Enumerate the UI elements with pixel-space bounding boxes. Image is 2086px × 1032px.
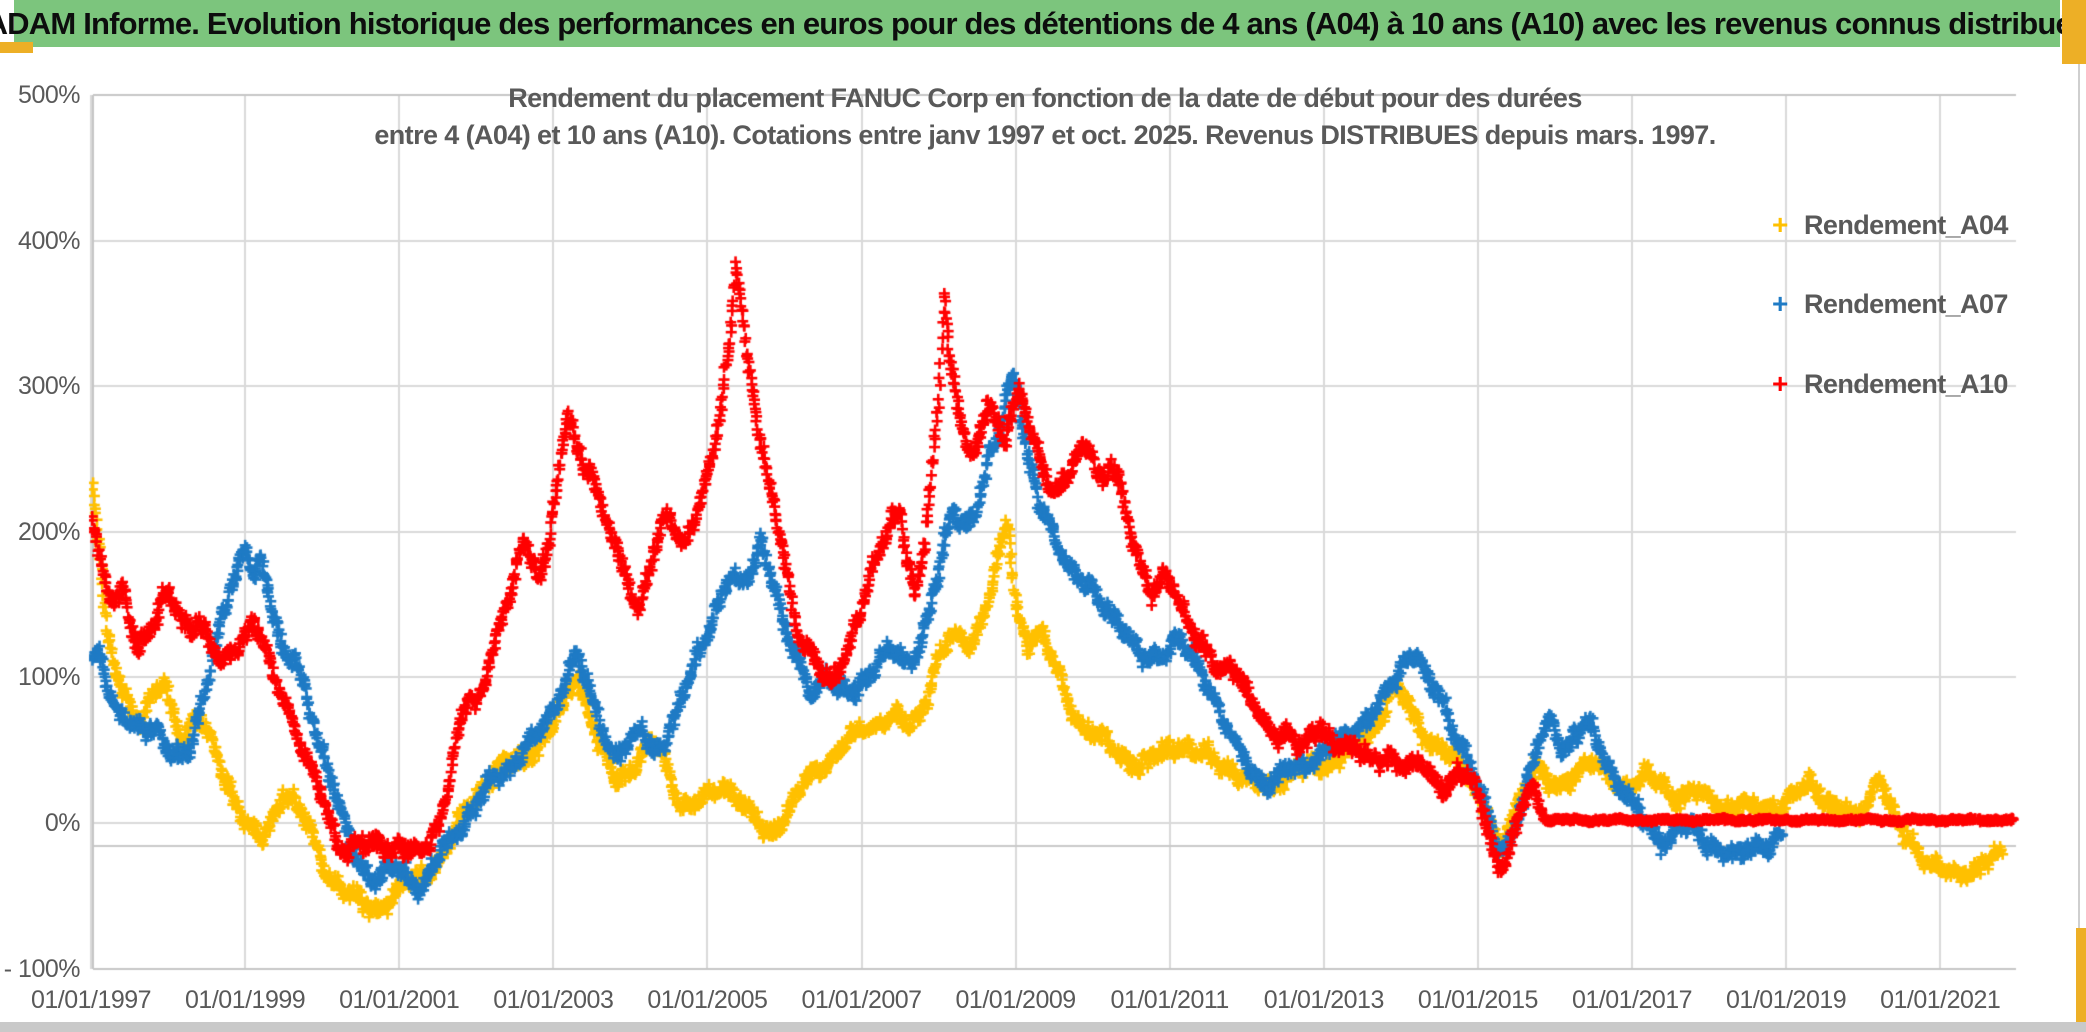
panel-bottom-edge bbox=[0, 1022, 2086, 1032]
x-axis-tick-label: 01/01/2007 bbox=[801, 986, 922, 1014]
gold-accent-bottom-right bbox=[2076, 928, 2086, 1022]
plus-marker-icon: + bbox=[1772, 209, 1789, 240]
window-title: ADAM Informe. Evolution historique des p… bbox=[0, 5, 2086, 41]
legend-label: Rendement_A07 bbox=[1804, 288, 2008, 319]
chart-title-line1: Rendement du placement FANUC Corp en fon… bbox=[508, 83, 1582, 113]
y-axis-tick-label: 0% bbox=[44, 809, 81, 837]
legend-label: Rendement_A04 bbox=[1804, 209, 2008, 240]
gold-accent-top-right bbox=[2062, 0, 2086, 64]
chart-title: Rendement du placement FANUC Corp en fon… bbox=[330, 80, 1760, 154]
gold-accent-top-left bbox=[0, 42, 33, 53]
x-axis-tick-label: 01/01/2009 bbox=[955, 986, 1077, 1014]
plus-marker-icon: + bbox=[1772, 368, 1789, 399]
y-axis-tick-label: 500% bbox=[18, 81, 80, 109]
legend-item-rendement-a07[interactable]: + Rendement_A07 bbox=[1772, 286, 2008, 322]
y-axis-tick-label: 400% bbox=[18, 226, 80, 255]
legend-item-rendement-a04[interactable]: + Rendement_A04 bbox=[1772, 207, 2008, 243]
x-axis-tick-label: 01/01/2015 bbox=[1417, 986, 1539, 1014]
window-title-bar: ADAM Informe. Evolution historique des p… bbox=[0, 0, 2086, 47]
x-axis-tick-label: 01/01/2001 bbox=[339, 986, 460, 1014]
panel-right-edge bbox=[2078, 64, 2080, 928]
y-axis-tick-label: 300% bbox=[18, 372, 80, 401]
y-axis-tick-label: - 100% bbox=[3, 954, 81, 983]
y-axis-tick-label: 100% bbox=[18, 663, 80, 692]
x-axis-tick-label: 01/01/2005 bbox=[647, 986, 768, 1014]
x-axis-tick-label: 01/01/2011 bbox=[1110, 986, 1230, 1014]
x-axis-tick-label: 01/01/1999 bbox=[185, 986, 306, 1014]
x-axis-tick-label: 01/01/2013 bbox=[1263, 986, 1385, 1014]
plus-marker-icon: + bbox=[1772, 288, 1789, 319]
legend-label: Rendement_A10 bbox=[1804, 368, 2008, 399]
chart-title-line2: entre 4 (A04) et 10 ans (A10). Cotations… bbox=[374, 120, 1716, 150]
x-axis-tick-label: 01/01/2021 bbox=[1880, 986, 2001, 1014]
y-axis-tick-label: 200% bbox=[18, 517, 80, 546]
x-axis-tick-label: 01/01/2003 bbox=[493, 986, 614, 1014]
x-axis-tick-label: 01/01/1997 bbox=[30, 986, 152, 1014]
x-axis-tick-label: 01/01/2019 bbox=[1726, 986, 1847, 1014]
legend-item-rendement-a10[interactable]: + Rendement_A10 bbox=[1772, 366, 2008, 402]
x-axis-tick-label: 01/01/2017 bbox=[1571, 986, 1693, 1014]
